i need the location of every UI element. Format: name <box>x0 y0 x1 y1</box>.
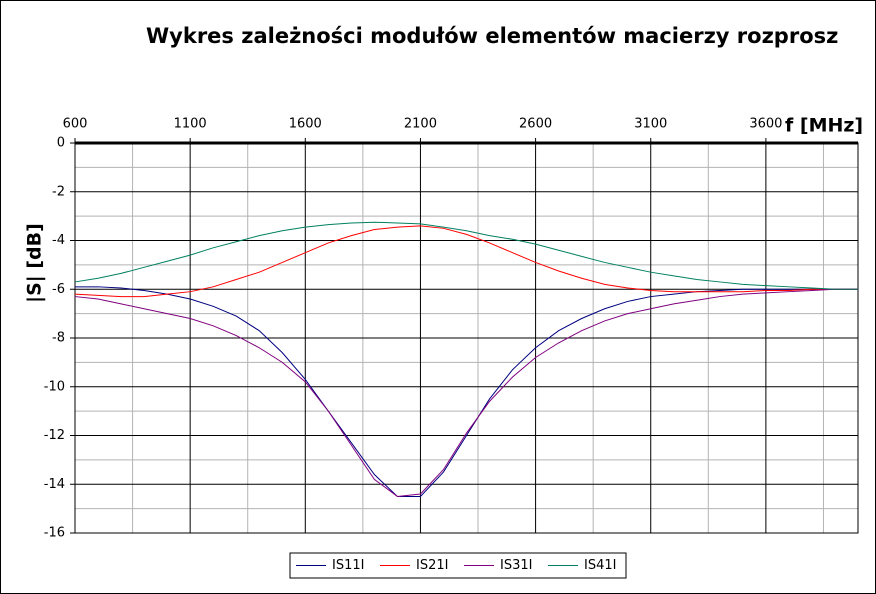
y-tick-label: -8 <box>52 331 65 346</box>
x-tick-label: 3600 <box>749 117 782 132</box>
y-tick-label: -16 <box>44 526 65 541</box>
x-tick-label: 2100 <box>404 117 437 132</box>
legend-label: IS11I <box>332 558 364 573</box>
chart-title: Wykres zależności modułów elementów maci… <box>146 24 838 48</box>
series-line <box>75 286 858 497</box>
series-line <box>74 288 858 497</box>
y-tick-label: -2 <box>52 184 65 199</box>
legend-label: IS21I <box>416 558 448 573</box>
series-line <box>74 221 858 290</box>
x-tick-label: 2600 <box>519 117 552 132</box>
y-tick-label: 0 <box>57 136 65 151</box>
x-axis-title: f [MHz] <box>785 115 863 137</box>
y-tick-label: -4 <box>52 233 65 248</box>
y-tick-label: -12 <box>44 428 65 443</box>
legend-label: IS41I <box>584 558 616 573</box>
legend-label: IS31I <box>500 558 532 573</box>
series-line <box>74 225 858 298</box>
y-tick-label: -6 <box>52 282 65 297</box>
y-tick-label: -10 <box>44 379 65 394</box>
y-axis-title: |S| [dB] <box>24 223 46 303</box>
x-tick-label: 3100 <box>634 117 667 132</box>
x-tick-label: 1600 <box>289 117 322 132</box>
x-tick-label: 600 <box>63 117 88 132</box>
x-tick-label: 1100 <box>174 117 207 132</box>
y-tick-label: -14 <box>44 477 65 492</box>
